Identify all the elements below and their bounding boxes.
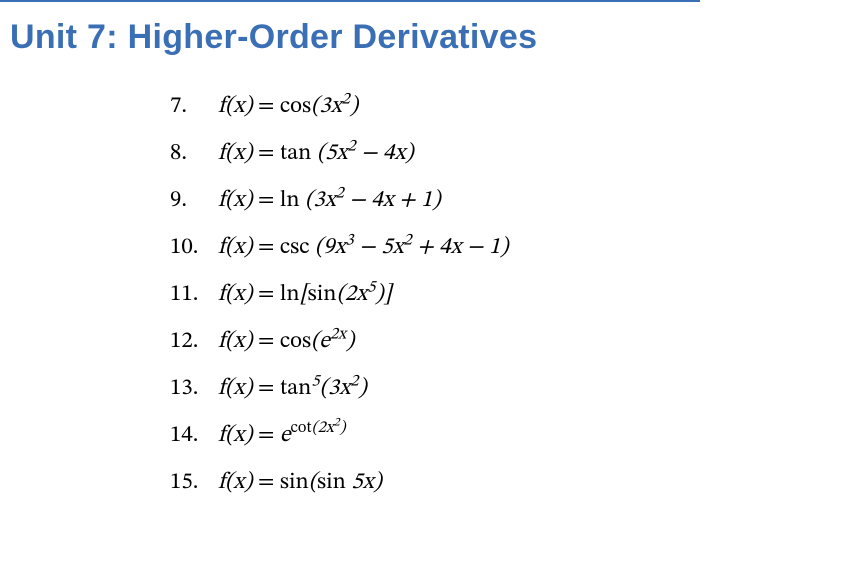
problem-number: 13. <box>170 374 218 403</box>
problem-row: 10.f(x) = csc (9x3 − 5x2 + 4x − 1) <box>170 233 508 262</box>
problem-row: 11.f(x) = ln[sin(2x5)] <box>170 280 508 309</box>
problem-expression: f(x) = ln (3x2 − 4x + 1) <box>218 186 441 215</box>
problem-expression: f(x) = ecot(2x2) <box>218 421 346 450</box>
page-title: Unit 7: Higher-Order Derivatives <box>10 18 537 57</box>
problem-expression: f(x) = cos(e2x) <box>218 327 354 356</box>
problem-number: 8. <box>170 139 218 168</box>
problem-number: 11. <box>170 280 218 309</box>
problem-expression: f(x) = sin(sin 5x) <box>218 468 382 497</box>
problem-expression: f(x) = cos(3x2) <box>218 92 358 121</box>
problem-row: 8.f(x) = tan (5x2 − 4x) <box>170 139 508 168</box>
problem-expression: f(x) = tan5(3x2) <box>218 374 367 403</box>
problem-row: 13.f(x) = tan5(3x2) <box>170 374 508 403</box>
problem-row: 12.f(x) = cos(e2x) <box>170 327 508 356</box>
problem-expression: f(x) = csc (9x3 − 5x2 + 4x − 1) <box>218 233 508 262</box>
header-rule <box>0 0 700 2</box>
problem-number: 15. <box>170 468 218 497</box>
problem-number: 12. <box>170 327 218 356</box>
problem-number: 7. <box>170 92 218 121</box>
problem-number: 9. <box>170 186 218 215</box>
problem-expression: f(x) = tan (5x2 − 4x) <box>218 139 414 168</box>
problem-row: 15.f(x) = sin(sin 5x) <box>170 468 508 497</box>
problem-number: 10. <box>170 233 218 262</box>
problem-row: 14.f(x) = ecot(2x2) <box>170 421 508 450</box>
problem-row: 9.f(x) = ln (3x2 − 4x + 1) <box>170 186 508 215</box>
problem-number: 14. <box>170 421 218 450</box>
problem-list: 7.f(x) = cos(3x2)8.f(x) = tan (5x2 − 4x)… <box>170 92 508 515</box>
problem-expression: f(x) = ln[sin(2x5)] <box>218 280 392 309</box>
problem-row: 7.f(x) = cos(3x2) <box>170 92 508 121</box>
